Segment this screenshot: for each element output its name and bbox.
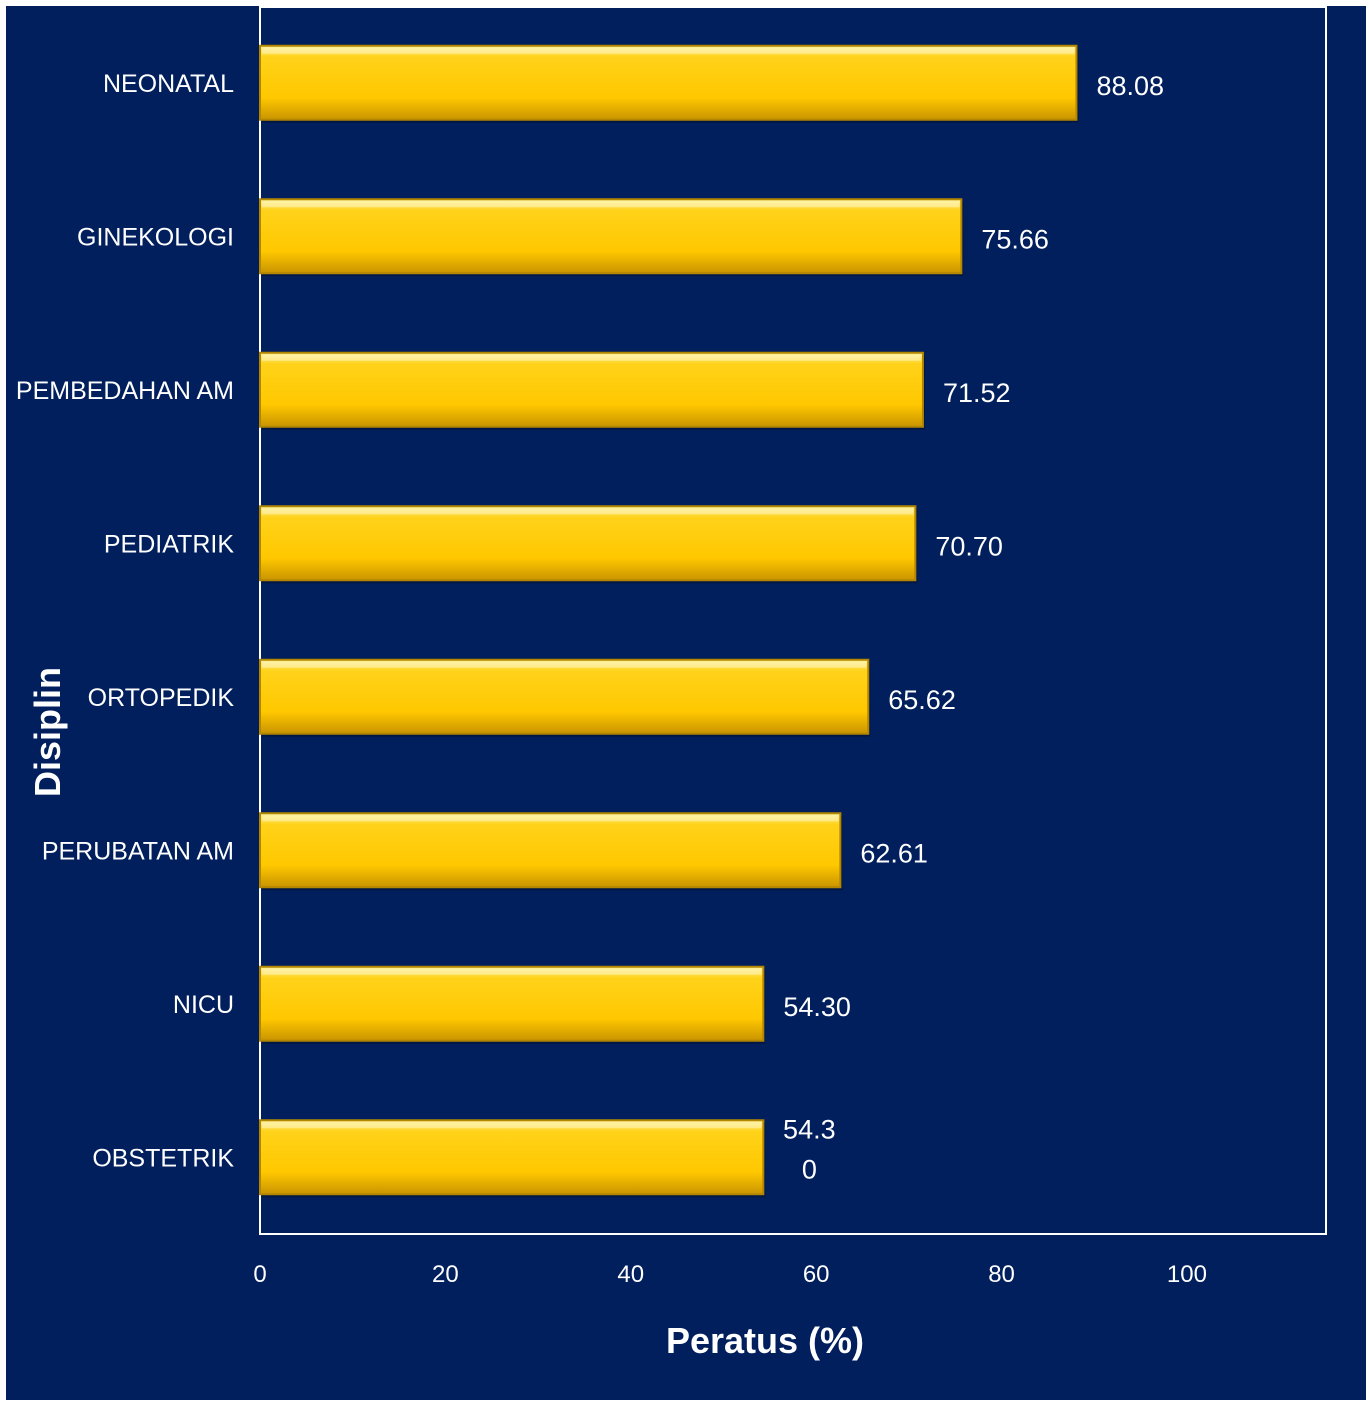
category-label: PEMBEDAHAN AM (16, 377, 234, 405)
category-label: PEDIATRIK (104, 530, 234, 558)
data-label: 75.66 (981, 224, 1049, 254)
x-tick-label: 80 (988, 1261, 1015, 1288)
bar-highlight (262, 508, 914, 515)
bar (259, 658, 870, 735)
category-label: NICU (173, 991, 234, 1019)
bar (259, 198, 963, 275)
bar-highlight (262, 47, 1075, 54)
bar (259, 965, 765, 1042)
bar-chart: NEONATAL GINEKOLOGI PEMBEDAHAN AM PEDIATRIK… (16, 6, 1327, 1361)
bar (259, 812, 842, 889)
x-tick-label: 100 (1167, 1261, 1207, 1288)
y-axis-title: Disiplin (27, 667, 68, 797)
bar-highlight (262, 661, 867, 668)
data-label: 71.52 (943, 378, 1011, 408)
x-tick-label: 0 (253, 1261, 266, 1288)
category-label: OBSTETRIK (92, 1144, 234, 1172)
bar-highlight (262, 815, 839, 822)
category-label: NEONATAL (103, 70, 234, 98)
bar-highlight (262, 354, 921, 361)
bar (259, 505, 917, 582)
category-label: PERUBATAN AM (42, 837, 234, 865)
data-label: 54.30 (783, 992, 851, 1022)
plot-frame (259, 6, 1327, 1235)
bar-highlight (262, 968, 762, 975)
data-label: 88.08 (1096, 71, 1164, 101)
data-label: 65.62 (888, 685, 956, 715)
x-tick-label: 60 (803, 1261, 830, 1288)
data-label: 62.61 (860, 838, 928, 868)
bar (259, 351, 924, 428)
x-tick-label: 40 (617, 1261, 644, 1288)
category-label: GINEKOLOGI (77, 223, 234, 251)
bar (259, 44, 1078, 121)
category-label: ORTOPEDIK (88, 684, 235, 712)
chart-area: NEONATAL GINEKOLOGI PEMBEDAHAN AM PEDIATRIK… (6, 6, 1366, 1400)
data-label: 70.70 (935, 531, 1003, 561)
bar-highlight (262, 1122, 762, 1129)
bar (259, 1119, 765, 1196)
x-tick-label: 20 (432, 1261, 459, 1288)
bar-highlight (262, 201, 960, 208)
x-axis-title: Peratus (%) (666, 1320, 864, 1361)
